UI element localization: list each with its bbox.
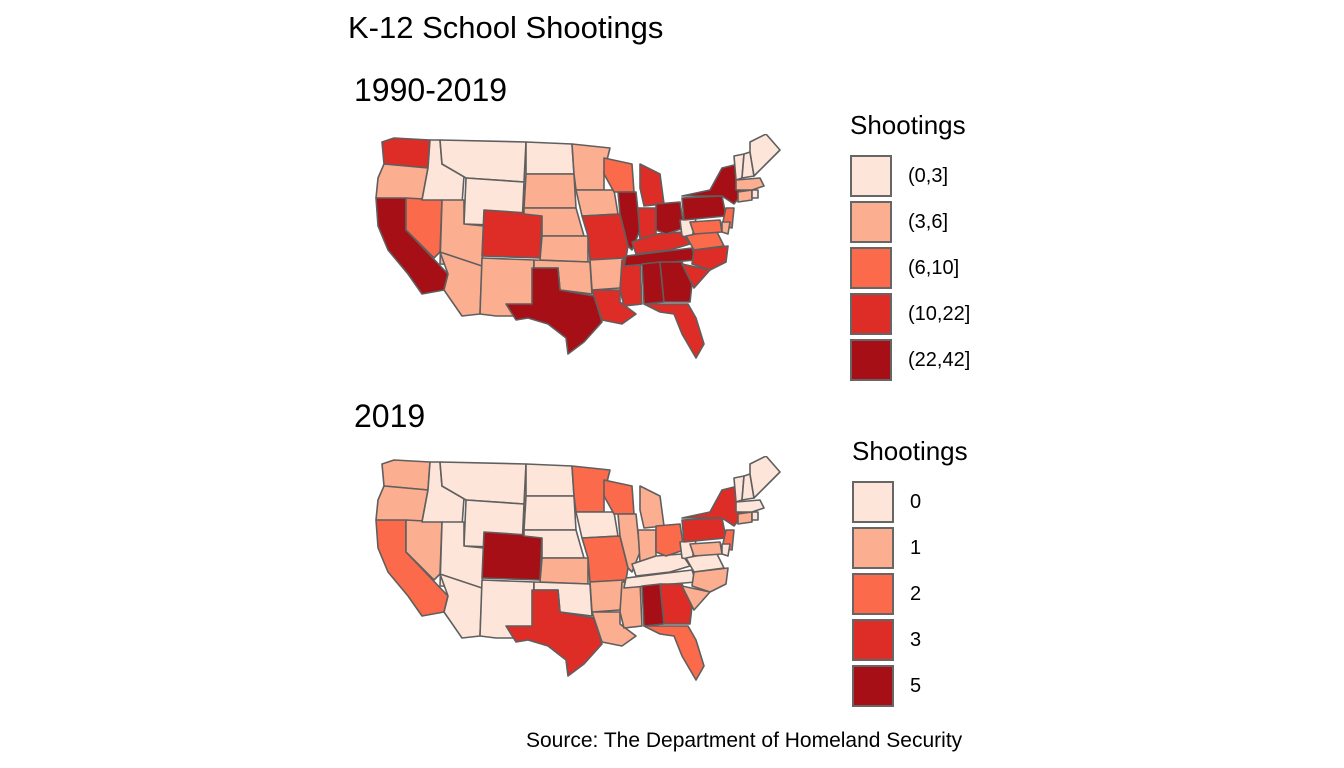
legend-2019: Shootings 0 1 2 3 5: [852, 436, 968, 709]
state-sd: [523, 495, 577, 531]
state-fl: [643, 303, 705, 359]
legend-label: (3,6]: [908, 210, 949, 233]
state-ms: [619, 259, 643, 307]
state-co: [481, 209, 543, 259]
state-nc: [691, 567, 729, 593]
state-co: [481, 531, 543, 581]
chart-title: K-12 School Shootings: [348, 10, 664, 45]
state-tx: [505, 267, 603, 355]
legend-label: (6,10]: [908, 256, 960, 279]
state-de: [721, 221, 731, 235]
legend-swatch: [850, 201, 892, 243]
state-ma: [735, 499, 765, 513]
legend-item: (3,6]: [850, 199, 970, 245]
state-md: [689, 541, 723, 557]
state-wa: [381, 459, 431, 491]
state-fl: [643, 625, 705, 681]
state-oh: [655, 201, 685, 235]
source-caption: Source: The Department of Homeland Secur…: [526, 729, 963, 752]
legend-swatch: [852, 527, 894, 569]
state-ga: [659, 261, 693, 303]
legend-label: (22,42]: [908, 348, 971, 371]
state-wi: [603, 157, 635, 193]
legend-item: 5: [852, 663, 968, 709]
state-ri: [751, 511, 759, 521]
state-mi: [639, 485, 665, 529]
legend-label: 0: [910, 490, 922, 513]
legend-swatch: [852, 481, 894, 523]
state-sd: [523, 173, 577, 209]
legend-label: 5: [910, 674, 922, 697]
legend-1990-2019: Shootings (0,3] (3,6] (6,10] (10,22] (22,42]: [850, 110, 970, 383]
legend-swatch: [850, 247, 892, 289]
legend-title: Shootings: [852, 436, 968, 466]
state-nd: [525, 463, 575, 497]
state-or: [375, 163, 429, 201]
state-oh: [655, 523, 685, 557]
legend-item: (6,10]: [850, 245, 970, 291]
state-wi: [603, 479, 635, 515]
legend-item: 0: [852, 479, 968, 525]
state-de: [721, 543, 731, 557]
state-ar: [589, 257, 625, 291]
state-ar: [589, 579, 625, 613]
state-pa: [681, 195, 727, 221]
legend-label: 2: [910, 582, 922, 605]
legend-title: Shootings: [850, 110, 966, 140]
legend-swatch: [850, 339, 892, 381]
state-nc: [691, 245, 729, 271]
state-me: [749, 134, 781, 177]
state-tx: [505, 589, 603, 677]
state-sc: [681, 585, 711, 611]
state-ga: [659, 583, 693, 625]
legend-item: 1: [852, 525, 968, 571]
state-ia: [575, 189, 619, 217]
state-ks: [539, 557, 589, 585]
state-nd: [525, 141, 575, 175]
panel-subtitle-1990-2019: 1990-2019: [354, 72, 508, 108]
legend-label: 1: [910, 536, 922, 559]
legend-label: 3: [910, 628, 922, 651]
legend-item: (0,3]: [850, 153, 970, 199]
state-il: [617, 513, 641, 573]
legend-swatch: [852, 665, 894, 707]
legend-label: (10,22]: [908, 302, 971, 325]
legend-swatch: [850, 155, 892, 197]
legend-swatch: [850, 293, 892, 335]
state-ms: [619, 581, 643, 629]
state-md: [689, 219, 723, 235]
legend-item: (10,22]: [850, 291, 970, 337]
legend-swatch: [852, 619, 894, 661]
legend-item: 2: [852, 571, 968, 617]
state-ct: [737, 189, 753, 203]
state-pa: [681, 517, 727, 543]
state-wa: [381, 137, 431, 169]
state-ia: [575, 511, 619, 539]
state-or: [375, 485, 429, 523]
legend-swatch: [852, 573, 894, 615]
state-ct: [737, 511, 753, 525]
legend-label: (0,3]: [908, 164, 949, 187]
us-choropleth-map-1990-2019: [375, 134, 781, 359]
state-me: [749, 456, 781, 499]
state-ks: [539, 235, 589, 263]
state-sc: [681, 263, 711, 289]
state-mi: [639, 163, 665, 207]
legend-item: 3: [852, 617, 968, 663]
legend-item: (22,42]: [850, 337, 970, 383]
state-ma: [735, 177, 765, 191]
state-ri: [751, 189, 759, 199]
us-choropleth-map-2019: [375, 456, 781, 681]
panel-subtitle-2019: 2019: [354, 398, 426, 434]
state-il: [617, 191, 641, 251]
